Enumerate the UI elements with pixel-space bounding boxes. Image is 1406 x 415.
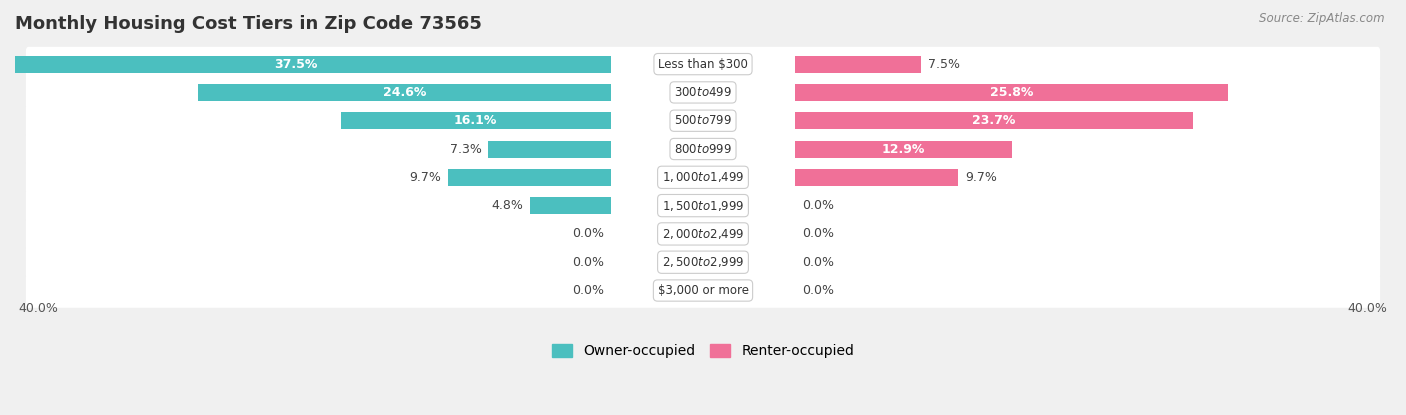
Text: 9.7%: 9.7% bbox=[409, 171, 441, 184]
Bar bbox=[796, 141, 1012, 158]
Text: 37.5%: 37.5% bbox=[274, 58, 318, 71]
Bar bbox=[340, 112, 610, 129]
Bar bbox=[530, 197, 610, 214]
Text: 40.0%: 40.0% bbox=[18, 303, 58, 315]
Bar bbox=[796, 169, 957, 186]
Bar bbox=[488, 141, 610, 158]
Text: $1,500 to $1,999: $1,500 to $1,999 bbox=[662, 199, 744, 212]
FancyBboxPatch shape bbox=[25, 132, 1381, 166]
Bar bbox=[449, 169, 610, 186]
Text: $300 to $499: $300 to $499 bbox=[673, 86, 733, 99]
Text: 9.7%: 9.7% bbox=[965, 171, 997, 184]
Bar bbox=[198, 84, 610, 101]
Text: $1,000 to $1,499: $1,000 to $1,499 bbox=[662, 170, 744, 184]
Text: 23.7%: 23.7% bbox=[973, 114, 1015, 127]
Text: $2,500 to $2,999: $2,500 to $2,999 bbox=[662, 255, 744, 269]
Text: Monthly Housing Cost Tiers in Zip Code 73565: Monthly Housing Cost Tiers in Zip Code 7… bbox=[15, 15, 482, 33]
Text: 0.0%: 0.0% bbox=[801, 227, 834, 240]
Legend: Owner-occupied, Renter-occupied: Owner-occupied, Renter-occupied bbox=[546, 339, 860, 364]
Text: $3,000 or more: $3,000 or more bbox=[658, 284, 748, 297]
FancyBboxPatch shape bbox=[25, 160, 1381, 195]
Text: 40.0%: 40.0% bbox=[1348, 303, 1388, 315]
Text: 0.0%: 0.0% bbox=[572, 256, 605, 269]
FancyBboxPatch shape bbox=[25, 47, 1381, 81]
Text: 12.9%: 12.9% bbox=[882, 142, 925, 156]
FancyBboxPatch shape bbox=[25, 273, 1381, 308]
Text: 16.1%: 16.1% bbox=[454, 114, 498, 127]
Text: $500 to $799: $500 to $799 bbox=[673, 114, 733, 127]
FancyBboxPatch shape bbox=[25, 217, 1381, 251]
Text: Less than $300: Less than $300 bbox=[658, 58, 748, 71]
Text: 25.8%: 25.8% bbox=[990, 86, 1033, 99]
FancyBboxPatch shape bbox=[25, 103, 1381, 138]
FancyBboxPatch shape bbox=[25, 245, 1381, 279]
FancyBboxPatch shape bbox=[25, 75, 1381, 110]
Text: 7.3%: 7.3% bbox=[450, 142, 481, 156]
Bar bbox=[0, 56, 610, 73]
Text: 7.5%: 7.5% bbox=[928, 58, 960, 71]
Text: 24.6%: 24.6% bbox=[382, 86, 426, 99]
FancyBboxPatch shape bbox=[25, 188, 1381, 223]
Text: 0.0%: 0.0% bbox=[801, 284, 834, 297]
Bar bbox=[796, 56, 921, 73]
Text: Source: ZipAtlas.com: Source: ZipAtlas.com bbox=[1260, 12, 1385, 25]
Bar bbox=[796, 112, 1192, 129]
Text: $800 to $999: $800 to $999 bbox=[673, 142, 733, 156]
Bar bbox=[796, 84, 1229, 101]
Text: 0.0%: 0.0% bbox=[801, 256, 834, 269]
Text: 0.0%: 0.0% bbox=[572, 227, 605, 240]
Text: 0.0%: 0.0% bbox=[572, 284, 605, 297]
Text: 4.8%: 4.8% bbox=[492, 199, 523, 212]
Text: 0.0%: 0.0% bbox=[801, 199, 834, 212]
Text: $2,000 to $2,499: $2,000 to $2,499 bbox=[662, 227, 744, 241]
